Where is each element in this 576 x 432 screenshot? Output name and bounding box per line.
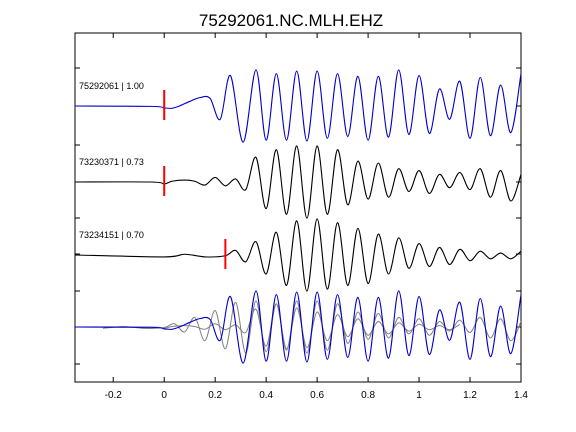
stacked-overlay: [74, 290, 522, 364]
x-tick-label: -0.2: [105, 390, 123, 401]
x-tick-label: 0.4: [259, 390, 273, 401]
x-tick-label: 1.4: [514, 390, 528, 401]
x-tick-label: 0.8: [361, 390, 375, 401]
trace-label: 73230371 | 0.73: [79, 157, 144, 167]
y-ticks: [75, 67, 521, 365]
x-tick-label: 0.6: [310, 390, 324, 401]
x-tick-label: 1: [416, 390, 422, 401]
x-tick-label: 0.2: [208, 390, 222, 401]
x-tick-label: 0: [161, 390, 167, 401]
stack-trace-primary: [74, 290, 522, 364]
trace-label: 75292061 | 1.00: [79, 81, 144, 91]
trace-line: [74, 69, 522, 143]
trace-line: [74, 145, 522, 219]
x-tick-label: 1.2: [463, 390, 477, 401]
trace-label: 73234151 | 0.70: [79, 230, 144, 240]
x-axis: -0.2 0 0.2 0.4 0.6 0.8 1 1.2 1.4: [105, 33, 528, 401]
chart-title: 75292061.NC.MLH.EHZ: [199, 11, 383, 30]
plot-area: [74, 32, 522, 383]
trace-line: [74, 218, 522, 292]
traces: 75292061 | 1.00 73230371 | 0.73 73234151 |…: [74, 69, 522, 292]
